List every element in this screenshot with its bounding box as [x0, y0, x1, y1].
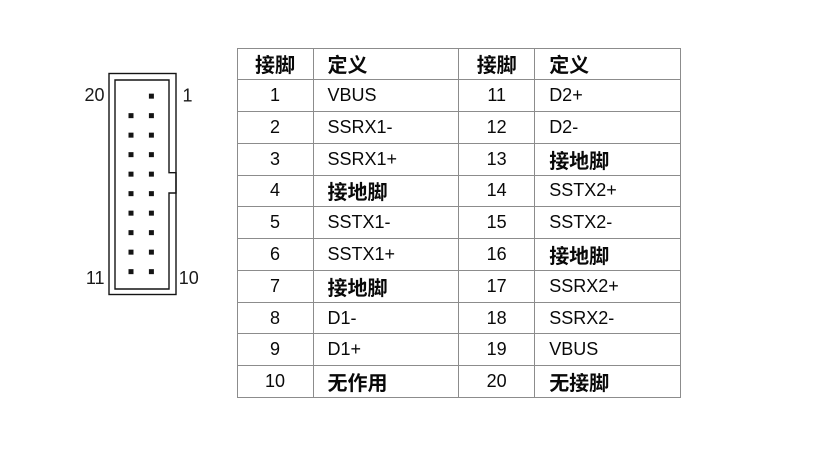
- svg-text:11: 11: [86, 268, 105, 288]
- svg-text:10: 10: [179, 268, 199, 288]
- svg-text:20: 20: [84, 85, 104, 105]
- svg-text:1: 1: [183, 85, 193, 105]
